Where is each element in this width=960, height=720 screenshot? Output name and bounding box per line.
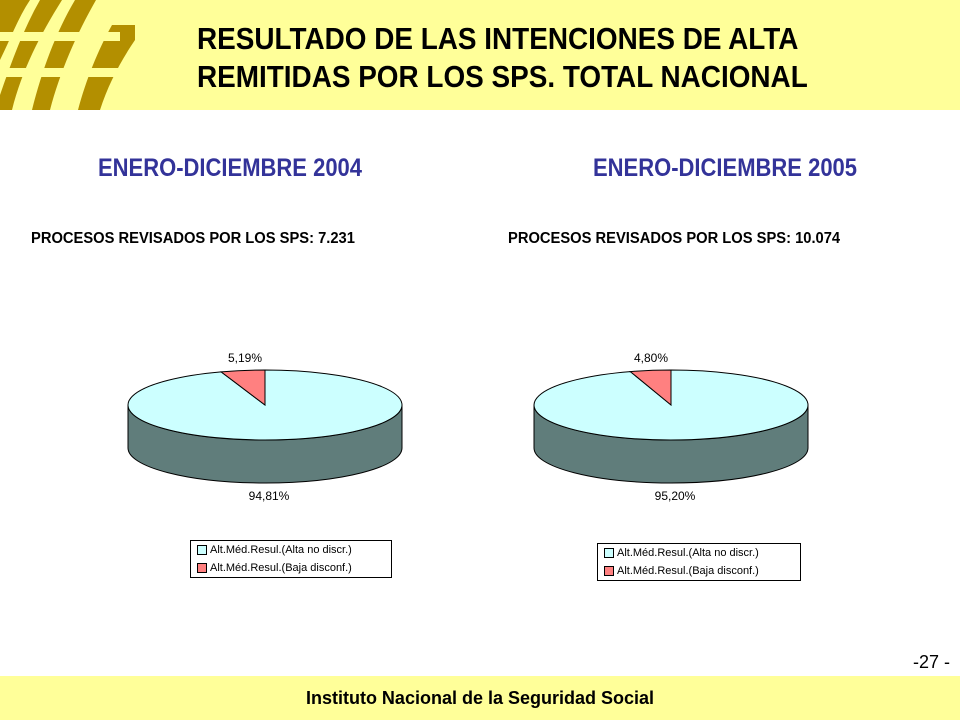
pie-slice-baja [629,369,672,407]
procesos-count-2004: PROCESOS REVISADOS POR LOS SPS: 7.231 [31,230,355,247]
legend-swatch-baja [604,566,614,576]
page-number: -27 - [912,652,950,672]
footer-institution: Instituto Nacional de la Seguridad Socia… [305,688,655,708]
legend-label-alta: Alt.Méd.Resul.(Alta no discr.) [617,547,759,559]
legend-swatch-alta [604,548,614,558]
legend-swatch-alta [197,545,207,555]
title-line-2: REMITIDAS POR LOS SPS. TOTAL NACIONAL [197,59,808,94]
legend-item-alta: Alt.Méd.Resul.(Alta no discr.) [598,544,800,562]
legend-2004: Alt.Méd.Resul.(Alta no discr.) Alt.Méd.R… [190,540,392,578]
header-band: RESULTADO DE LAS INTENCIONES DE ALTA REM… [0,0,960,110]
legend-swatch-baja [197,563,207,573]
legend-2005: Alt.Méd.Resul.(Alta no discr.) Alt.Méd.R… [597,543,801,581]
data-label-baja: 4,80% [634,351,668,365]
footer-band: Instituto Nacional de la Seguridad Socia… [0,676,960,720]
period-heading-2004: ENERO-DICIEMBRE 2004 [97,154,363,182]
pie-slice-baja [219,369,266,407]
legend-label-baja: Alt.Méd.Resul.(Baja disconf.) [210,562,352,574]
data-label-baja: 5,19% [228,351,262,365]
pie-chart-2005: 4,80% 95,20% [533,351,809,503]
period-heading-2005: ENERO-DICIEMBRE 2005 [592,154,858,182]
legend-item-baja: Alt.Méd.Resul.(Baja disconf.) [598,562,800,580]
pie-chart-2004: 5,19% 94,81% [127,351,403,503]
data-label-alta: 95,20% [655,489,696,503]
data-label-alta: 94,81% [249,489,290,503]
legend-label-baja: Alt.Méd.Resul.(Baja disconf.) [617,565,759,577]
page-title: RESULTADO DE LAS INTENCIONES DE ALTA REM… [197,20,863,96]
legend-item-alta: Alt.Méd.Resul.(Alta no discr.) [191,541,391,559]
inss-logo-icon [0,0,135,110]
legend-item-baja: Alt.Méd.Resul.(Baja disconf.) [191,559,391,577]
title-line-1: RESULTADO DE LAS INTENCIONES DE ALTA [197,21,799,56]
legend-label-alta: Alt.Méd.Resul.(Alta no discr.) [210,544,352,556]
procesos-count-2005: PROCESOS REVISADOS POR LOS SPS: 10.074 [508,230,841,247]
